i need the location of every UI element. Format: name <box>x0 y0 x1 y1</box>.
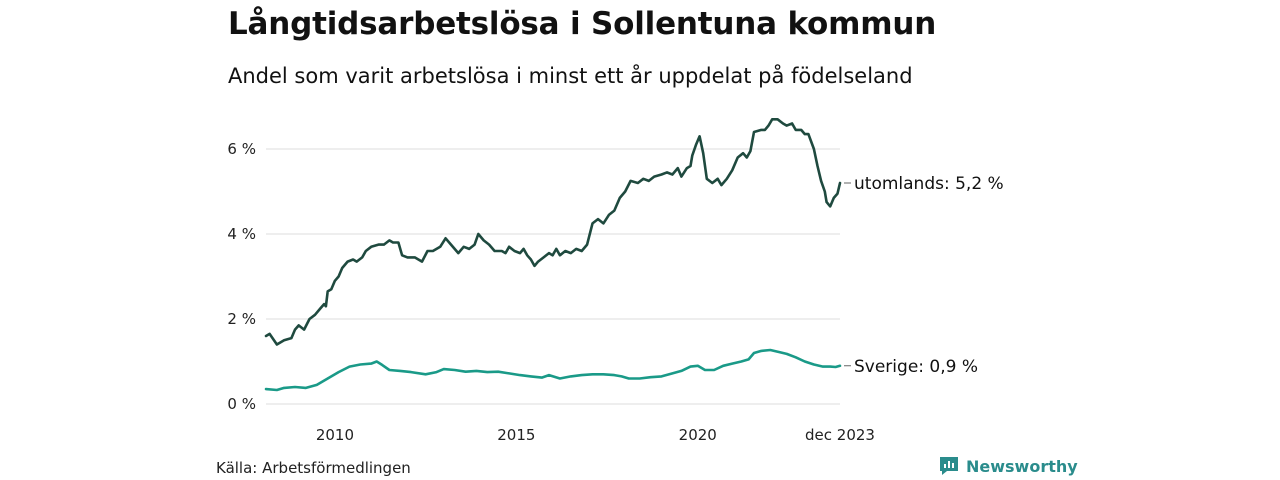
y-tick-label: 0 % <box>227 395 256 413</box>
series-end-label: utomlands: 5,2 % <box>854 174 1004 194</box>
y-tick-label: 4 % <box>227 225 256 243</box>
y-axis-ticks: 0 % 2 % 4 % 6 % <box>227 140 256 413</box>
series-end-label: Sverige: 0,9 % <box>854 357 978 377</box>
x-tick-label: 2010 <box>316 426 354 444</box>
x-tick-label: 2020 <box>679 426 717 444</box>
y-tick-label: 2 % <box>227 310 256 328</box>
series-line-sverige <box>264 348 842 392</box>
x-tick-label: dec 2023 <box>805 426 875 444</box>
brand-logo[interactable]: Newsworthy <box>938 455 1078 477</box>
chart-subtitle: Andel som varit arbetslösa i minst ett å… <box>228 64 913 88</box>
newsworthy-logo-icon <box>940 457 958 475</box>
source-note: Källa: Arbetsförmedlingen <box>216 459 411 477</box>
series-end-labels: utomlands: 5,2 % Sverige: 0,9 % <box>844 174 1004 377</box>
chart-title: Långtidsarbetslösa i Sollentuna kommun <box>228 6 937 42</box>
gridlines <box>266 148 840 405</box>
series-line-utomlands <box>264 118 842 346</box>
x-tick-label: 2015 <box>497 426 535 444</box>
series-lines <box>264 118 842 392</box>
x-axis-ticks: 2010 2015 2020 dec 2023 <box>316 426 875 444</box>
y-tick-label: 6 % <box>227 140 256 158</box>
brand-name: Newsworthy <box>966 456 1078 476</box>
